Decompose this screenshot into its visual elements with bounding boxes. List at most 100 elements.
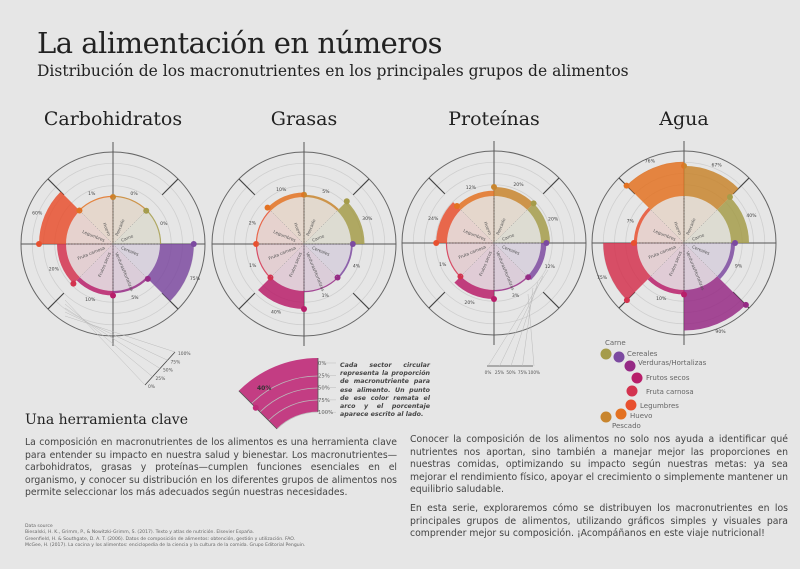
inner-sector <box>113 210 160 244</box>
key-sector <box>238 358 318 429</box>
legend-label: Pescado <box>612 422 641 430</box>
value-label: 75% <box>597 275 608 281</box>
leader-line <box>510 281 539 367</box>
key-ring <box>259 387 319 413</box>
value-label: 12% <box>466 185 477 191</box>
value-label: 40% <box>746 213 757 219</box>
source-item: Biesalski, H. K., Grimm, P., & Nowitzki-… <box>25 530 255 536</box>
value-dot <box>681 291 687 298</box>
value-dot <box>143 207 150 214</box>
key-example: 40% 0% 25% 50% 75% 100% <box>238 358 336 430</box>
value-dot <box>742 301 749 308</box>
value-sector <box>39 191 80 244</box>
chart-title-agua: Agua <box>659 108 709 130</box>
value-dot <box>433 240 440 246</box>
value-sector <box>146 244 194 302</box>
category-label: Huevo <box>672 221 683 236</box>
value-label: 1% <box>439 262 447 268</box>
polar-chart-2: 20%Pescado 20%Carne12%Cereales3%Verduras/… <box>401 141 587 345</box>
leader-line <box>64 303 153 377</box>
polar-chart-0: 0%Pescado 0%Carne75%Cereales5%Verduras/Ho… <box>20 142 206 346</box>
sector-guide <box>650 209 685 244</box>
sector-guide <box>493 209 528 244</box>
inner-sector <box>494 209 541 243</box>
value-sector <box>113 277 148 294</box>
value-sector <box>647 276 684 295</box>
inner-sector <box>270 244 304 291</box>
inner-sector <box>304 244 351 278</box>
legend-dot <box>625 399 637 411</box>
key-tick-label: 75% <box>318 398 330 404</box>
sector-guide <box>460 209 495 244</box>
inner-sector <box>447 209 494 243</box>
sector-guide <box>683 209 718 244</box>
value-label: 75% <box>190 276 201 282</box>
key-ring <box>268 399 319 421</box>
sector-guide <box>303 210 338 245</box>
inner-sector <box>304 210 351 244</box>
value-sector <box>337 244 353 279</box>
leader-line <box>499 275 544 367</box>
leader-line <box>64 311 168 361</box>
value-sector <box>436 202 461 243</box>
sources: Data source Biesalski, H. K., Grimm, P.,… <box>25 524 325 550</box>
value-sector <box>258 277 304 309</box>
legend-dot <box>600 348 612 360</box>
value-sector <box>337 201 365 244</box>
inner-sector <box>270 197 304 244</box>
sector-guide <box>112 243 147 278</box>
inner-sector <box>684 196 718 243</box>
leader-line <box>64 315 176 353</box>
chart-title-carbohidratos: Carbohidratos <box>43 108 183 130</box>
category-label: Carne <box>120 233 134 244</box>
sector-guide <box>112 210 147 245</box>
value-dot <box>726 194 733 201</box>
category-label: Carne <box>501 232 515 243</box>
scale-tick-label: 75% <box>171 359 181 365</box>
inner-sector <box>113 244 160 278</box>
inner-sector <box>113 244 147 291</box>
inner-sector <box>257 244 304 278</box>
inner-sector <box>257 210 304 244</box>
value-label: 1% <box>322 293 330 299</box>
inner-sector <box>494 196 528 243</box>
scale-tick-label: 0% <box>148 384 155 390</box>
paragraph-intro: La composición en macronutrientes de los… <box>25 437 397 499</box>
value-label: 10% <box>85 297 96 303</box>
polar-chart-3: 67%Pescado40%Carne9%Cereales90%Verduras/… <box>591 141 777 345</box>
leader-line <box>64 307 161 369</box>
value-label: 20% <box>548 217 559 223</box>
value-label: 0% <box>130 191 138 197</box>
value-dot <box>301 306 307 312</box>
inner-sector <box>66 244 113 278</box>
value-label: 12% <box>545 264 556 270</box>
value-dot <box>334 274 341 281</box>
inner-sector <box>650 196 684 243</box>
value-label: 30% <box>362 216 373 222</box>
sector-guide <box>303 243 338 278</box>
inner-sector <box>494 243 528 290</box>
sector-divider <box>47 292 65 310</box>
value-label: 20% <box>513 182 524 188</box>
value-sector <box>684 276 746 331</box>
key-ring <box>251 375 319 404</box>
inner-sector <box>66 210 113 244</box>
inner-sector <box>304 197 338 244</box>
inner-sector <box>447 243 494 277</box>
paragraph-2: Conocer la composición de los alimentos … <box>410 434 788 496</box>
legend-label: Carne <box>605 339 626 347</box>
value-sector <box>527 203 550 243</box>
value-dot <box>457 273 464 280</box>
value-sector <box>494 187 534 210</box>
value-dot <box>732 240 739 246</box>
page-subtitle: Distribución de los macronutrientes en l… <box>37 62 629 80</box>
inner-sector <box>684 209 731 243</box>
value-label: 7% <box>627 219 635 225</box>
value-sector <box>633 207 651 243</box>
polar-chart-1: 5%Pescado 30%Carne4%Cereales1%Verduras/Ho… <box>211 142 397 346</box>
value-dot <box>267 274 274 281</box>
key-tick-label: 25% <box>318 373 330 379</box>
key-tick-label: 0% <box>318 361 326 367</box>
